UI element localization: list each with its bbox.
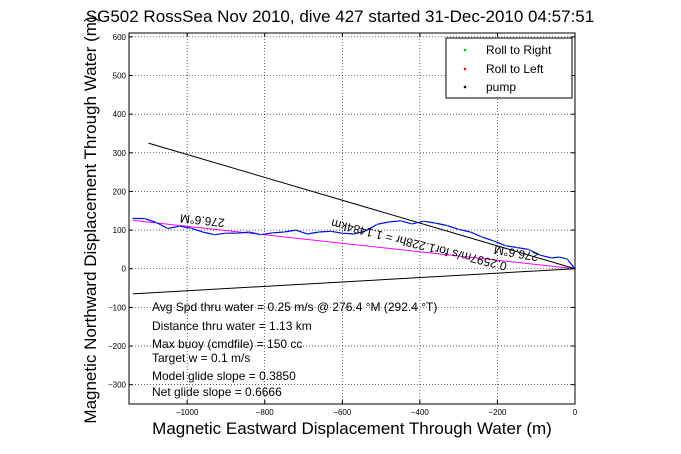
track-point [434,222,437,224]
x-tick-label: −800 [256,408,275,417]
y-tick-label: −300 [108,381,127,390]
track-point [364,230,367,232]
reference-line-3 [132,268,576,295]
track-point [329,230,332,233]
track-point [469,231,472,233]
track-point [446,224,448,227]
track-point [155,221,157,224]
track-point [353,233,355,235]
track-point [143,217,146,220]
info-net-glide-slope: Net glide slope = 0.6666 [152,385,282,399]
track-point [388,221,390,223]
track-point [260,233,262,236]
reference-line-2 [148,142,576,270]
track-point [558,256,561,258]
legend-label-roll-left: Roll to Left [486,62,544,76]
track-point [527,248,530,251]
info-target-w: Target w = 0.1 m/s [152,351,250,365]
track-point [566,258,568,260]
track-point [341,232,344,234]
track-point [306,233,309,235]
track-point [167,227,169,230]
track-point [132,217,134,220]
chart-title: SG502 RossSea Nov 2010, dive 427 started… [86,7,594,26]
y-tick-label: 400 [113,110,127,119]
track-point [236,232,239,234]
info-max-buoy: Max buoy (cmdfile) = 150 cc [152,337,302,351]
y-tick-label: 100 [113,226,127,235]
x-tick-label: −400 [411,408,430,417]
grid [129,33,575,404]
track-point [248,231,250,233]
track-point [190,227,192,229]
track-point [550,257,553,259]
track-point [178,225,181,227]
reference-line-1 [132,219,576,270]
x-tick-label: 0 [573,408,578,417]
info-model-glide-slope: Model glide slope = 0.3850 [152,369,296,383]
legend-box [445,37,573,99]
track-point [539,254,541,256]
y-tick-label: 0 [122,265,127,274]
track-point [516,246,518,249]
track-point [201,231,204,233]
legend-marker-roll-left [463,67,467,71]
track-point [283,231,285,233]
y-tick-label: −100 [108,303,127,312]
ticks: −1000 −800 −600 −400 −200 0−300−200−100010020… [108,33,578,417]
track-point [225,232,227,234]
legend-marker-pump [463,85,467,89]
legend-label-roll-right: Roll to Right [486,43,552,57]
y-tick-label: −200 [108,342,127,351]
track-point [411,223,413,225]
y-axis-label: Magnetic Northward Displacement Through … [81,16,100,423]
track-point [318,231,320,233]
info-distance: Distance thru water = 1.13 km [152,319,312,333]
track-point [376,223,379,226]
track-point [295,229,297,231]
y-tick-label: 600 [113,33,127,42]
track-point [457,228,460,231]
heading-annotation-1: 276.6°M [179,211,225,230]
track-series-line [132,217,576,270]
plot-frame [128,32,576,405]
legend-label-pump: pump [486,80,516,94]
track-point [213,233,216,236]
track-point [492,240,495,242]
info-block: Avg Spd thru water = 0.25 m/s @ 276.4 °M… [152,300,437,399]
x-axis-label: Magnetic Eastward Displacement Through W… [152,419,552,438]
legend: Roll to Right Roll to Left pump [445,37,573,99]
y-tick-label: 200 [113,187,127,196]
x-tick-label: −1000 [176,408,199,417]
x-tick-label: −600 [333,408,352,417]
track-point [399,220,402,222]
legend-marker-roll-right [463,48,467,52]
track-point [481,236,483,238]
track-point [422,220,425,222]
track-point [271,232,274,234]
x-tick-label: −200 [488,408,507,417]
track-point [504,244,507,247]
y-tick-label: 300 [113,149,127,158]
info-avg-speed: Avg Spd thru water = 0.25 m/s @ 276.4 °M… [152,300,437,314]
y-tick-label: 500 [113,72,127,81]
